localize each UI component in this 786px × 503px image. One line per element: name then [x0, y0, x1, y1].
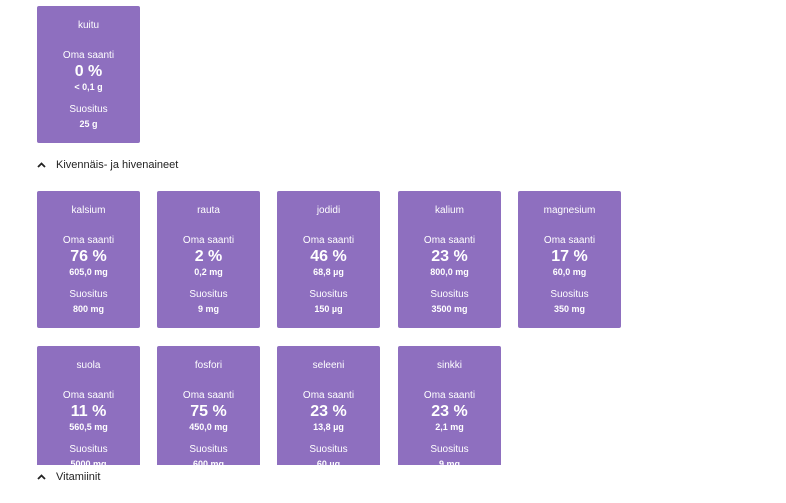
card-name: rauta: [197, 205, 220, 216]
section-header[interactable]: Kivennäis- ja hivenaineet: [37, 159, 178, 171]
recommendation-label: Suositus: [189, 444, 228, 455]
card-name: seleeni: [312, 360, 345, 371]
intake-amount: 800,0 mg: [430, 267, 469, 277]
card-name: kuitu: [77, 20, 100, 31]
nutrient-card: jodidi Oma saanti 46 % 68,8 µg Suositus 150 µ…: [277, 191, 380, 328]
recommendation-value: 25 g: [79, 119, 98, 129]
intake-label: Oma saanti: [182, 390, 235, 401]
intake-label: Oma saanti: [182, 235, 235, 246]
intake-label: Oma saanti: [62, 50, 115, 61]
intake-percent: 76 %: [70, 248, 107, 265]
intake-percent: 46 %: [310, 248, 347, 265]
section-title: Kivennäis- ja hivenaineet: [56, 159, 179, 171]
intake-percent: 23 %: [431, 403, 468, 420]
recommendation-label: Suositus: [69, 104, 108, 115]
intake-label: Oma saanti: [423, 235, 476, 246]
intake-amount: 60,0 mg: [552, 267, 587, 277]
intake-label: Oma saanti: [62, 390, 115, 401]
card-name: suola: [76, 360, 101, 371]
recommendation-value: 9 mg: [438, 459, 460, 465]
recommendation-value: 800 mg: [72, 304, 105, 314]
chevron-up: [37, 474, 46, 480]
intake-percent: 23 %: [431, 248, 468, 265]
recommendation-label: Suositus: [309, 289, 348, 300]
intake-percent: 17 %: [551, 248, 588, 265]
card-name: jodidi: [316, 205, 341, 216]
recommendation-label: Suositus: [189, 289, 228, 300]
card-name: kalium: [435, 205, 464, 216]
recommendation-value: 5000 mg: [70, 459, 107, 465]
intake-percent: 23 %: [310, 403, 347, 420]
recommendation-value: 350 mg: [553, 304, 586, 314]
card-name: magnesium: [543, 205, 596, 216]
recommendation-label: Suositus: [69, 444, 108, 455]
recommendation-label: Suositus: [430, 289, 469, 300]
intake-percent: 75 %: [190, 403, 227, 420]
clipped-row: suola Oma saanti 11 % 560,5 mg Suositus 5000 …: [0, 346, 786, 465]
recommendation-label: Suositus: [69, 289, 108, 300]
intake-label: Oma saanti: [302, 390, 355, 401]
recommendation-value: 150 µg: [314, 304, 343, 314]
intake-amount: 0,2 mg: [194, 267, 223, 277]
intake-amount: 68,8 µg: [313, 267, 344, 277]
intake-amount: 560,5 mg: [69, 422, 108, 432]
intake-percent: 0 %: [74, 63, 103, 80]
card-name: kalsium: [71, 205, 106, 216]
nutrient-card: kalsium Oma saanti 76 % 605,0 mg Suositus 800…: [37, 191, 140, 328]
intake-amount: 605,0 mg: [69, 267, 108, 277]
recommendation-value: 60 µg: [316, 459, 341, 465]
intake-amount: 450,0 mg: [189, 422, 228, 432]
section-title: Vitamiinit: [56, 471, 101, 483]
card-name: fosfori: [194, 360, 223, 371]
nutrient-card: kalium Oma saanti 23 % 800,0 mg Suositus 3500…: [398, 191, 501, 328]
recommendation-value: 3500 mg: [431, 304, 468, 314]
recommendation-value: 600 mg: [192, 459, 225, 465]
nutrient-card: seleeni Oma saanti 23 % 13,8 µg Suositus 60 µ…: [277, 346, 380, 465]
chevron-up: [37, 162, 46, 168]
intake-label: Oma saanti: [543, 235, 596, 246]
nutrient-card: suola Oma saanti 11 % 560,5 mg Suositus 5000 …: [37, 346, 140, 465]
recommendation-label: Suositus: [309, 444, 348, 455]
nutrient-card: rauta Oma saanti 2 % 0,2 mg Suositus 9 mg: [157, 191, 260, 328]
intake-amount: < 0,1 g: [74, 82, 103, 92]
nutrient-card: sinkki Oma saanti 23 % 2,1 mg Suositus 9 mg: [398, 346, 501, 465]
intake-percent: 11 %: [70, 403, 107, 420]
recommendation-label: Suositus: [550, 289, 589, 300]
nutrient-card: kuitu Oma saanti 0 % < 0,1 g Suositus 25 g: [37, 6, 140, 143]
intake-label: Oma saanti: [302, 235, 355, 246]
intake-label: Oma saanti: [62, 235, 115, 246]
nutrient-card: magnesium Oma saanti 17 % 60,0 mg Suositus 35…: [518, 191, 621, 328]
card-name: sinkki: [436, 360, 462, 371]
recommendation-value: 9 mg: [197, 304, 219, 314]
intake-amount: 13,8 µg: [313, 422, 344, 432]
intake-label: Oma saanti: [423, 390, 476, 401]
intake-percent: 2 %: [194, 248, 223, 265]
section-header[interactable]: Vitamiinit: [37, 471, 100, 483]
recommendation-label: Suositus: [430, 444, 469, 455]
intake-amount: 2,1 mg: [435, 422, 464, 432]
nutrient-card: fosfori Oma saanti 75 % 450,0 mg Suositus 600…: [157, 346, 260, 465]
